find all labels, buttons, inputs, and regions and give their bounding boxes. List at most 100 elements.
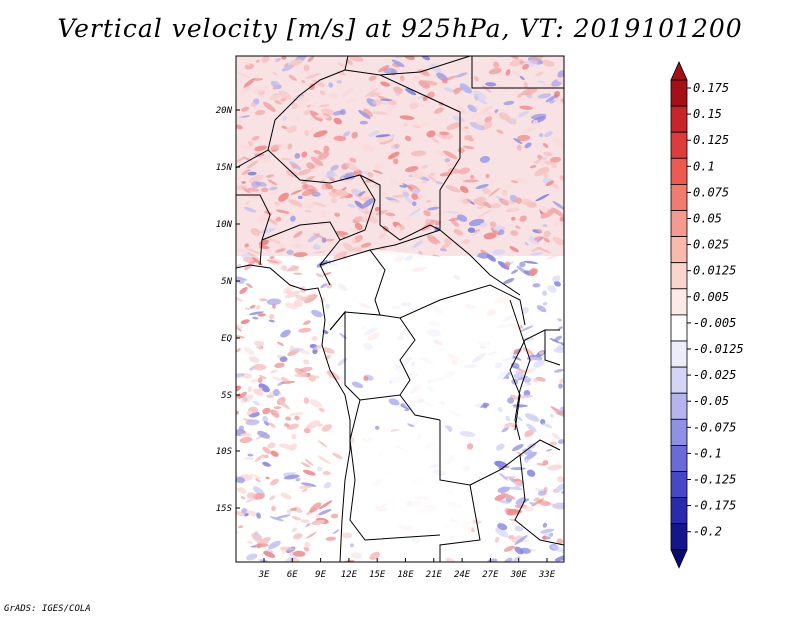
field-cell — [321, 185, 327, 191]
field-cell — [241, 169, 251, 175]
field-cell — [284, 63, 289, 67]
field-cell — [320, 210, 327, 218]
field-cell — [462, 198, 472, 205]
field-cell — [293, 231, 303, 238]
field-cell — [243, 206, 257, 213]
field-cell — [393, 86, 403, 94]
colorbar-bin — [670, 105, 688, 133]
field-cell — [522, 347, 534, 356]
field-cell — [552, 488, 557, 493]
field-cell — [426, 130, 436, 138]
field-cell — [543, 151, 553, 157]
field-cell — [292, 550, 306, 557]
field-cell — [293, 252, 308, 258]
country-borders — [236, 56, 564, 562]
field-cell — [400, 75, 405, 82]
field-cell — [244, 513, 249, 517]
colorbar-label: -0.0125 — [693, 342, 744, 356]
field-cell — [328, 92, 338, 99]
field-cell — [326, 282, 333, 289]
field-cell — [523, 260, 539, 265]
field-cell — [354, 200, 365, 209]
field-cell — [405, 88, 417, 96]
field-cell — [526, 423, 537, 432]
field-cell — [430, 172, 436, 176]
field-cell — [268, 540, 281, 550]
lon-tick-label: 18E — [397, 570, 414, 580]
field-cell — [302, 469, 316, 476]
lon-tick-label: 15E — [369, 570, 386, 580]
field-cell — [291, 433, 297, 440]
field-cell — [307, 203, 315, 210]
field-cell — [380, 81, 391, 87]
field-cell — [557, 476, 564, 483]
field-cell — [494, 109, 499, 113]
field-cell — [247, 386, 252, 393]
field-cell — [275, 209, 290, 214]
field-cell — [494, 536, 500, 543]
field-cell — [404, 196, 415, 205]
field-cell — [549, 413, 554, 418]
field-cell — [319, 90, 326, 96]
field-cell — [549, 338, 561, 344]
field-cell — [285, 416, 292, 421]
field-cell — [527, 201, 533, 206]
field-cell — [538, 93, 552, 99]
field-cell — [484, 116, 493, 123]
field-cell — [426, 91, 435, 99]
field-cell — [263, 550, 276, 558]
field-cell — [251, 533, 265, 545]
field-cell — [332, 452, 343, 460]
field-cell — [423, 210, 431, 217]
field-cell — [511, 216, 516, 221]
field-cell — [549, 156, 562, 163]
field-cell — [259, 298, 268, 302]
field-cell — [524, 413, 540, 422]
field-cell — [441, 243, 450, 249]
field-cell — [405, 217, 411, 221]
field-cell — [519, 75, 525, 81]
field-cell — [276, 341, 284, 347]
field-cell — [360, 191, 372, 199]
field-cell — [244, 243, 250, 248]
colorbar-label: 0.125 — [693, 133, 729, 147]
field-cell — [345, 99, 355, 104]
field-cell — [494, 494, 507, 501]
field-cell — [294, 415, 300, 421]
field-cell — [489, 112, 498, 119]
field-cell — [311, 201, 327, 207]
field-cell — [312, 244, 321, 251]
field-cell — [276, 243, 286, 249]
field-cell — [550, 544, 564, 553]
field-cell — [426, 200, 431, 203]
field-cell — [510, 467, 526, 471]
field-cell — [503, 278, 515, 285]
field-cell — [552, 236, 564, 246]
colorbar-label: 0.15 — [693, 107, 722, 121]
field-cell — [459, 176, 471, 181]
field-cell — [276, 514, 291, 519]
field-cell — [248, 140, 253, 147]
field-cell — [445, 185, 461, 193]
field-cell — [298, 327, 312, 333]
field-cell — [509, 246, 519, 253]
field-cell — [245, 510, 260, 517]
field-cell — [237, 71, 251, 79]
field-cell — [275, 57, 281, 62]
field-cell — [245, 201, 251, 205]
field-cell — [368, 130, 380, 138]
field-cell — [515, 369, 527, 374]
field-cell — [256, 344, 262, 350]
field-cell — [325, 303, 330, 309]
field-cell — [517, 92, 524, 98]
field-cell — [559, 216, 564, 222]
field-cell — [282, 115, 288, 121]
lon-tick-label: 21E — [426, 570, 443, 580]
field-cell — [359, 120, 368, 125]
field-cell — [281, 64, 295, 72]
colorbar-label: -0.1 — [693, 446, 722, 460]
field-cell — [319, 104, 330, 107]
field-cell — [336, 230, 349, 236]
field-cell — [274, 100, 282, 105]
field-cell — [236, 277, 245, 284]
